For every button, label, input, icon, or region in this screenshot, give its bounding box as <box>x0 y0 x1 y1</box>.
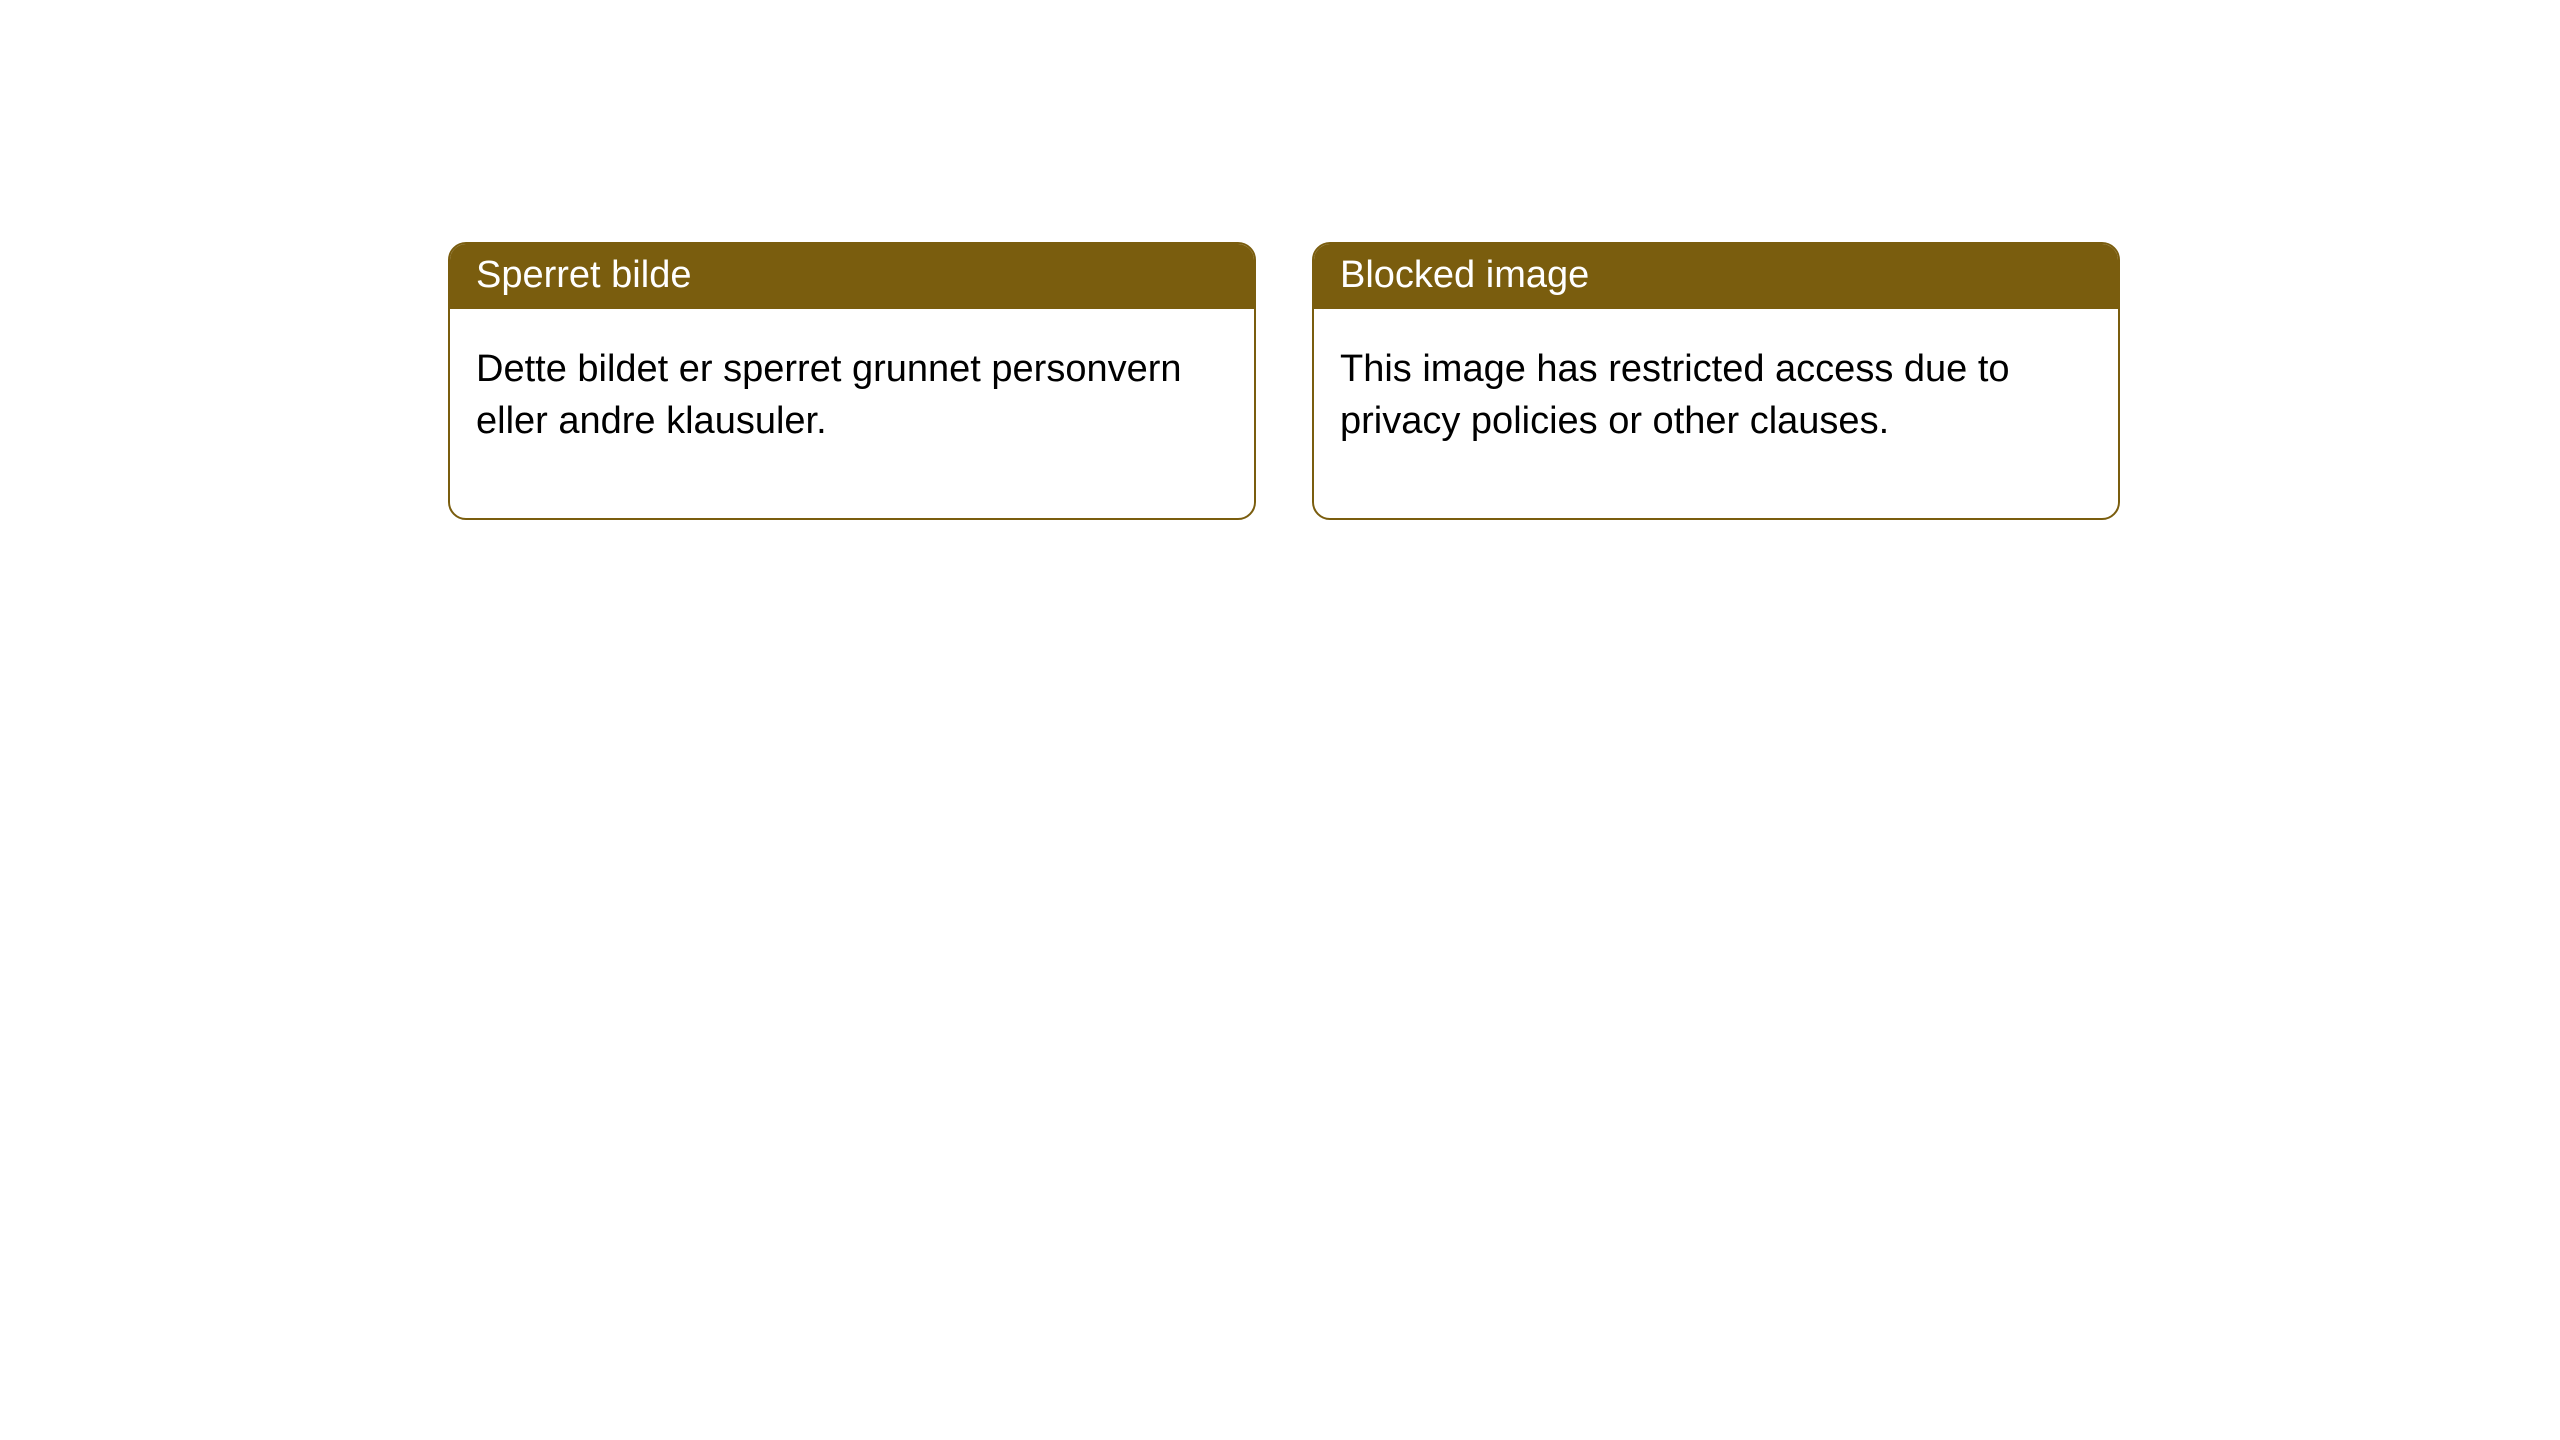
card-title: Blocked image <box>1340 254 1589 296</box>
card-body: Dette bildet er sperret grunnet personve… <box>450 309 1254 518</box>
notice-card-english: Blocked image This image has restricted … <box>1312 242 2120 520</box>
card-body: This image has restricted access due to … <box>1314 309 2118 518</box>
card-header: Blocked image <box>1314 244 2118 309</box>
notice-card-norwegian: Sperret bilde Dette bildet er sperret gr… <box>448 242 1256 520</box>
card-body-text: Dette bildet er sperret grunnet personve… <box>476 348 1182 442</box>
card-title: Sperret bilde <box>476 254 691 296</box>
notice-cards-container: Sperret bilde Dette bildet er sperret gr… <box>0 0 2560 520</box>
card-header: Sperret bilde <box>450 244 1254 309</box>
card-body-text: This image has restricted access due to … <box>1340 348 2010 442</box>
